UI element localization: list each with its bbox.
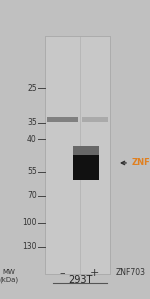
Text: 25: 25 xyxy=(27,84,37,93)
Text: 35: 35 xyxy=(27,118,37,127)
Text: 100: 100 xyxy=(22,218,37,227)
Text: ZNF703: ZNF703 xyxy=(132,158,150,167)
Text: ZNF703: ZNF703 xyxy=(116,268,146,277)
Text: –: – xyxy=(60,268,65,278)
Text: 55: 55 xyxy=(27,167,37,176)
Text: 293T: 293T xyxy=(68,275,92,285)
Text: MW
(kDa): MW (kDa) xyxy=(0,269,19,283)
Bar xyxy=(73,146,99,180)
Text: 130: 130 xyxy=(22,242,37,251)
Text: +: + xyxy=(90,268,100,278)
Bar xyxy=(45,36,110,274)
Bar xyxy=(82,117,108,122)
Bar xyxy=(73,146,99,155)
Text: 40: 40 xyxy=(27,135,37,144)
Bar xyxy=(47,117,78,122)
Text: 70: 70 xyxy=(27,191,37,200)
